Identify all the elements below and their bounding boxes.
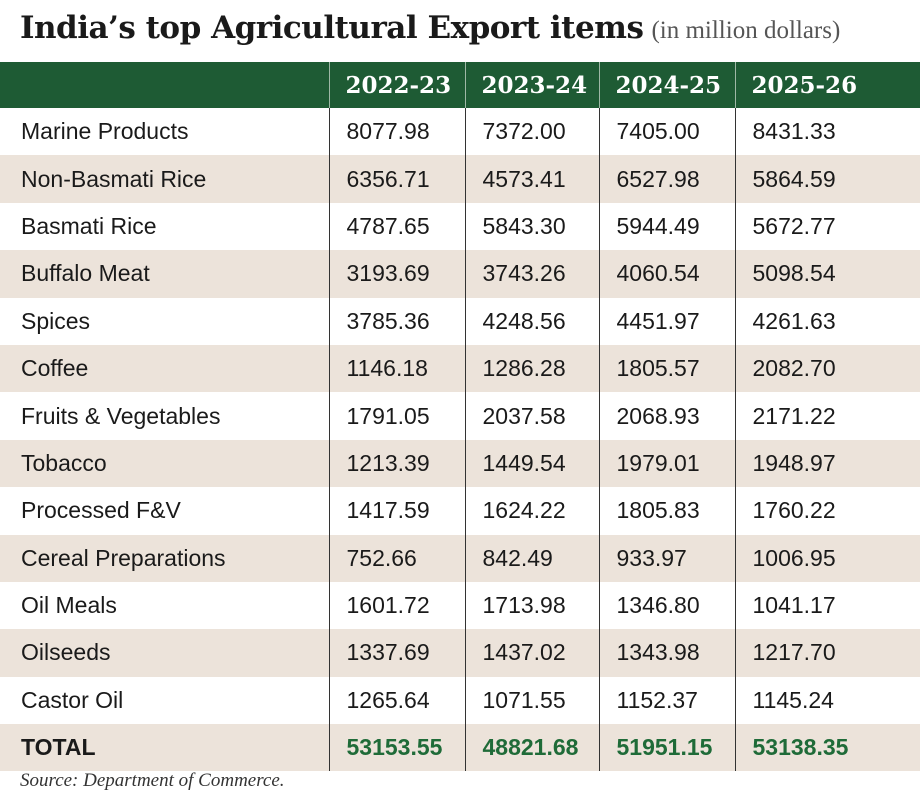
value-cell: 1343.98: [598, 629, 735, 677]
value-cell: 2171.22: [734, 392, 920, 440]
value-cell: 4451.97: [598, 297, 735, 345]
source-note: Source: Department of Commerce.: [20, 770, 285, 791]
row-label: Spices: [21, 307, 91, 334]
value-cell: 842.49: [464, 534, 599, 582]
value-cell: 1213.39: [328, 439, 465, 488]
value-cell: 1979.01: [598, 439, 735, 488]
value-cell: 1265.64: [328, 676, 465, 725]
value-cell: 1152.37: [598, 676, 735, 725]
row-label: Cereal Preparations: [21, 544, 226, 571]
header-cell-year: 2022-23: [328, 62, 465, 108]
row-label: Non-Basmati Rice: [21, 165, 207, 192]
value-cell: 5098.54: [734, 250, 920, 298]
table-row: Fruits & Vegetables 1791.05 2037.58 2068.93…: [0, 392, 920, 440]
table-row: Marine Products 8077.98 7372.00 7405.00 8431…: [0, 108, 920, 156]
total-row: TOTAL 53153.55 48821.68 51951.15 53138.35: [0, 724, 920, 772]
value-cell: 1286.28: [464, 344, 599, 393]
value-cell: 1146.18: [328, 344, 465, 393]
table-row: Spices 3785.36 4248.56 4451.97 4261.63: [0, 297, 920, 345]
value-cell: 1145.24: [734, 676, 920, 725]
value-cell: 5944.49: [598, 202, 735, 251]
table-row: Tobacco 1213.39 1449.54 1979.01 1948.97: [0, 439, 920, 488]
row-label: Buffalo Meat: [21, 260, 150, 287]
value-cell: 4248.56: [464, 297, 599, 345]
value-cell: 1449.54: [464, 439, 599, 488]
table-row: Coffee 1146.18 1286.28 1805.57 2082.70: [0, 344, 920, 393]
value-cell: 3193.69: [328, 250, 465, 298]
table-row: Castor Oil 1265.64 1071.55 1152.37 1145.24: [0, 676, 920, 725]
value-cell: 2037.58: [464, 392, 599, 440]
row-label: Fruits & Vegetables: [21, 402, 221, 429]
value-cell: 1437.02: [464, 629, 599, 677]
value-cell: 5672.77: [734, 202, 920, 251]
value-cell: 1337.69: [328, 629, 465, 677]
value-cell: 4261.63: [734, 297, 920, 345]
value-cell: 7405.00: [598, 108, 735, 156]
total-label: TOTAL: [21, 734, 96, 761]
table-row: Buffalo Meat 3193.69 3743.26 4060.54 5098.54: [0, 250, 920, 298]
total-value: 51951.15: [598, 724, 735, 772]
value-cell: 1346.80: [598, 581, 735, 630]
value-cell: 1071.55: [464, 676, 599, 725]
value-cell: 752.66: [328, 534, 465, 582]
value-cell: 2068.93: [598, 392, 735, 440]
total-value: 53153.55: [328, 724, 465, 772]
value-cell: 4787.65: [328, 202, 465, 251]
total-value: 53138.35: [734, 724, 920, 772]
value-cell: 8077.98: [328, 108, 465, 156]
row-label: Basmati Rice: [21, 212, 157, 239]
header-cell-item: [0, 62, 329, 108]
header-cell-year: 2024-25: [598, 62, 735, 108]
total-value: 48821.68: [464, 724, 599, 772]
chart-subtitle: (in million dollars): [651, 17, 841, 44]
value-cell: 1713.98: [464, 581, 599, 630]
value-cell: 1217.70: [734, 629, 920, 677]
value-cell: 1041.17: [734, 581, 920, 630]
value-cell: 7372.00: [464, 108, 599, 156]
table-row: Cereal Preparations 752.66 842.49 933.97 100…: [0, 534, 920, 582]
value-cell: 4060.54: [598, 250, 735, 298]
value-cell: 1601.72: [328, 581, 465, 630]
table-row: Processed F&V 1417.59 1624.22 1805.83 1760.2…: [0, 487, 920, 535]
value-cell: 1805.83: [598, 487, 735, 535]
title-row: India’s top Agricultural Export items (in…: [20, 10, 910, 60]
row-label: Marine Products: [21, 118, 189, 145]
header-row: 2022-23 2023-24 2024-25 2025-26: [0, 62, 920, 108]
value-cell: 2082.70: [734, 344, 920, 393]
table-row: Basmati Rice 4787.65 5843.30 5944.49 5672.77: [0, 202, 920, 251]
row-label: Tobacco: [21, 449, 107, 476]
chart-title: India’s top Agricultural Export items: [20, 10, 644, 46]
value-cell: 1948.97: [734, 439, 920, 488]
value-cell: 1006.95: [734, 534, 920, 582]
value-cell: 1805.57: [598, 344, 735, 393]
row-label: Oilseeds: [21, 639, 111, 666]
row-label: Processed F&V: [21, 497, 181, 524]
row-label: Oil Meals: [21, 592, 117, 619]
value-cell: 3785.36: [328, 297, 465, 345]
value-cell: 6356.71: [328, 155, 465, 203]
value-cell: 1791.05: [328, 392, 465, 440]
value-cell: 5864.59: [734, 155, 920, 203]
header-cell-year: 2025-26: [734, 62, 920, 108]
value-cell: 3743.26: [464, 250, 599, 298]
row-label: Castor Oil: [21, 686, 124, 713]
table-row: Oilseeds 1337.69 1437.02 1343.98 1217.70: [0, 629, 920, 677]
value-cell: 6527.98: [598, 155, 735, 203]
value-cell: 4573.41: [464, 155, 599, 203]
value-cell: 1624.22: [464, 487, 599, 535]
row-label: Coffee: [21, 355, 89, 382]
value-cell: 8431.33: [734, 108, 920, 156]
table-body: Marine Products 8077.98 7372.00 7405.00 8431…: [0, 108, 920, 772]
value-cell: 933.97: [598, 534, 735, 582]
value-cell: 5843.30: [464, 202, 599, 251]
table-row: Oil Meals 1601.72 1713.98 1346.80 1041.17: [0, 581, 920, 630]
value-cell: 1760.22: [734, 487, 920, 535]
header-cell-year: 2023-24: [464, 62, 599, 108]
value-cell: 1417.59: [328, 487, 465, 535]
table-row: Non-Basmati Rice 6356.71 4573.41 6527.98 586…: [0, 155, 920, 203]
export-table: 2022-23 2023-24 2024-25 2025-26 Marine P…: [0, 62, 920, 772]
